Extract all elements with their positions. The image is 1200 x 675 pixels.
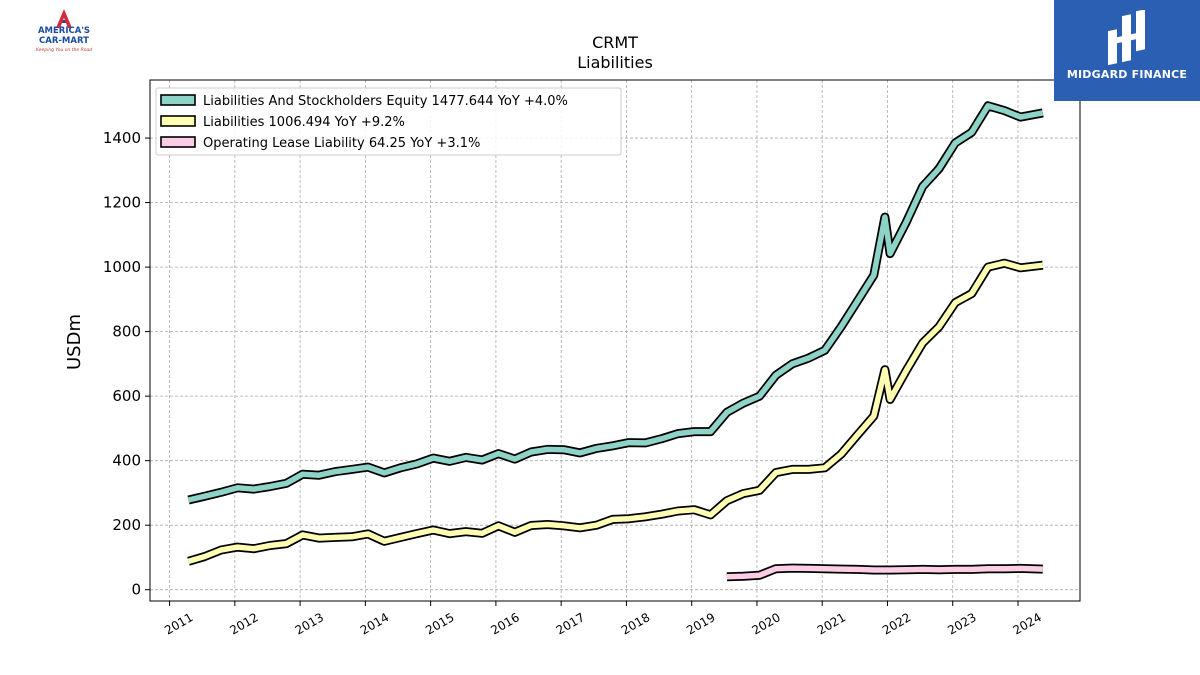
x-tick-label: 2022 (880, 610, 913, 637)
x-tick-label: 2017 (554, 610, 587, 637)
series-lines (187, 101, 1044, 582)
chart-subtitle: Liabilities (577, 53, 653, 72)
chart-title: CRMT (592, 33, 638, 52)
legend-swatch (160, 94, 196, 106)
x-tick-label: 2013 (293, 610, 326, 637)
legend: Liabilities And Stockholders Equity 1477… (155, 87, 622, 156)
series-line-outline (187, 101, 1044, 505)
x-tick-label: 2018 (619, 610, 652, 637)
series-line-3 (726, 565, 1043, 580)
y-tick-label: 600 (112, 387, 141, 405)
series-line-2 (187, 260, 1044, 564)
x-tick-label: 2015 (423, 610, 456, 637)
x-tick-label: 2023 (945, 610, 978, 637)
x-tick-label: 2014 (358, 610, 391, 637)
y-tick-label: 1400 (103, 129, 141, 147)
car-mart-arrow-icon (56, 9, 72, 28)
y-tick-label: 800 (112, 323, 141, 341)
x-tick-label: 2012 (227, 610, 260, 637)
y-tick-label: 1200 (103, 194, 141, 212)
car-mart-logo-text: AMERICA'S CAR-MART (18, 26, 110, 46)
series-line-1 (187, 103, 1044, 503)
legend-label: Liabilities And Stockholders Equity 1477… (203, 94, 568, 109)
x-tick-label: 2021 (815, 610, 848, 637)
midgard-finance-label: MIDGARD FINANCE (1066, 68, 1188, 81)
legend-swatch (160, 136, 196, 148)
legend-swatch (160, 115, 196, 127)
legend-box (155, 87, 622, 156)
y-tick-label: 1000 (103, 258, 141, 276)
x-tick-label: 2024 (1011, 610, 1044, 637)
x-tick-label: 2011 (162, 610, 195, 637)
legend-label: Liabilities 1006.494 YoY +9.2% (203, 115, 405, 130)
x-tick-label: 2016 (488, 610, 521, 637)
x-tick-label: 2020 (749, 610, 782, 637)
x-tick-label: 2019 (684, 610, 717, 637)
legend-label: Operating Lease Liability 64.25 YoY +3.1… (203, 136, 480, 151)
midgard-emblem-icon (1108, 10, 1145, 66)
car-mart-logo-line1: AMERICA'S (37, 26, 91, 36)
americas-car-mart-logo (18, 6, 110, 58)
y-tick-label: 0 (131, 581, 141, 599)
plot-frame (149, 79, 1081, 602)
y-axis-label: USDm (64, 314, 85, 370)
midgard-finance-badge: MIDGARD FINANCE (1054, 0, 1200, 101)
y-tick-label: 400 (112, 452, 141, 470)
car-mart-logo-line2: CAR-MART (39, 36, 89, 46)
car-mart-tagline: Keeping You on the Road (35, 48, 93, 53)
y-tick-label: 200 (112, 516, 141, 534)
